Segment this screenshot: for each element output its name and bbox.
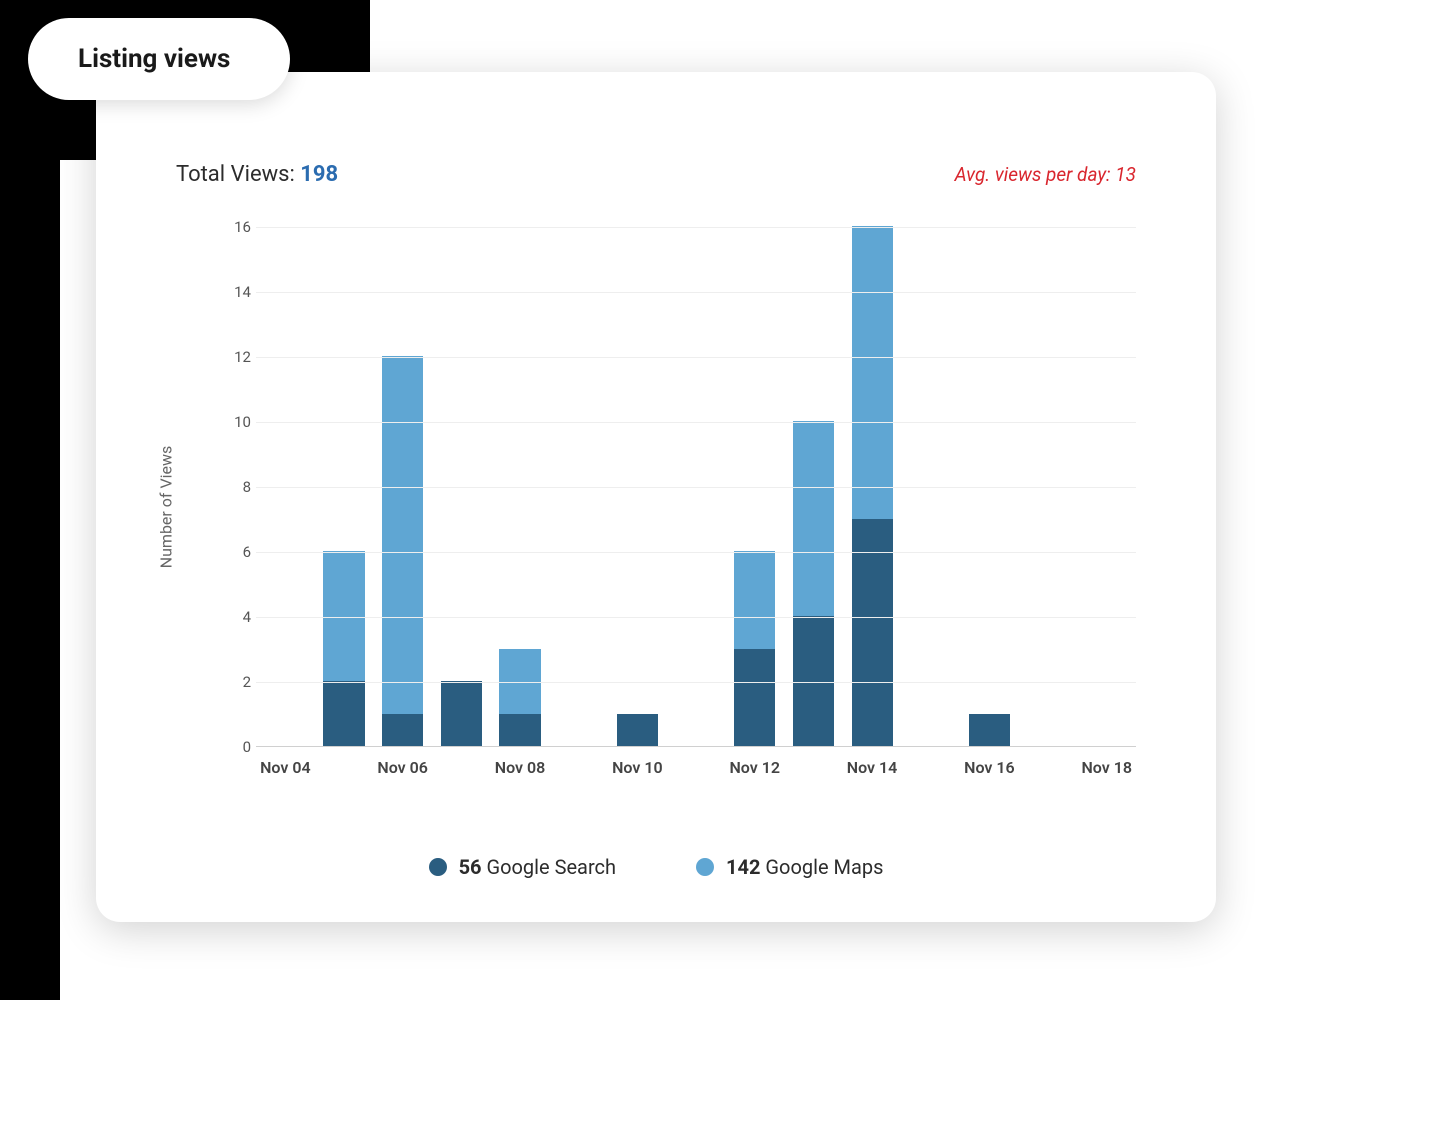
total-views-label: Total Views: [176,162,300,187]
bar-segment-maps [499,649,540,714]
y-tick-label: 8 [226,478,251,496]
y-tick-label: 0 [226,738,251,756]
bar-segment-search [793,616,834,746]
total-views: Total Views: 198 [176,162,338,187]
bar-stack [793,421,834,746]
side-backdrop [0,60,60,1000]
x-tick-label: Nov 16 [964,758,1015,777]
bar-segment-search [382,714,423,747]
y-tick-label: 4 [226,608,251,626]
bar-stack [382,356,423,746]
x-tick-label: Nov 18 [1081,758,1132,777]
legend-count-search: 56 [459,855,482,879]
y-axis-label: Number of Views [157,446,176,569]
gridline [256,422,1136,423]
gridline [256,487,1136,488]
x-tick-label: Nov 08 [495,758,546,777]
y-tick-label: 2 [226,673,251,691]
stats-header: Total Views: 198 Avg. views per day: 13 [176,162,1136,187]
bar-stack [734,551,775,746]
legend: 56 Google Search 142 Google Maps [176,855,1136,879]
chart-card: Total Views: 198 Avg. views per day: 13 … [96,72,1216,922]
legend-dot-maps [696,858,714,876]
bar-segment-search [617,714,658,747]
chart-wrapper: Number of Views 0246810121416 Nov 04Nov … [176,227,1136,787]
bar-stack [323,551,364,746]
bar-segment-search [734,649,775,747]
gridline [256,227,1136,228]
y-tick-label: 6 [226,543,251,561]
bar-segment-search [969,714,1010,747]
total-views-value: 198 [300,162,338,187]
gridline [256,617,1136,618]
gridline [256,682,1136,683]
bar-stack [441,681,482,746]
plot-area: Nov 04Nov 06Nov 08Nov 10Nov 12Nov 14Nov … [256,227,1136,747]
x-tick-label: Nov 04 [260,758,311,777]
x-tick-label: Nov 14 [847,758,898,777]
bar-segment-maps [323,551,364,681]
y-tick-label: 14 [226,283,251,301]
legend-label-search: Google Search [486,855,616,879]
y-tick-label: 12 [226,348,251,366]
gridline [256,552,1136,553]
avg-views-per-day: Avg. views per day: 13 [955,163,1136,186]
bar-stack [499,649,540,747]
y-tick-label: 16 [226,218,251,236]
bar-segment-maps [734,551,775,649]
gridline [256,357,1136,358]
bar-stack [969,714,1010,747]
bar-segment-search [441,681,482,746]
x-tick-label: Nov 06 [377,758,428,777]
legend-item-search: 56 Google Search [429,855,616,879]
gridline [256,292,1136,293]
y-tick-label: 10 [226,413,251,431]
x-tick-label: Nov 12 [729,758,780,777]
page-title: Listing views [78,44,230,74]
bar-segment-maps [852,226,893,519]
bar-stack [852,226,893,746]
bar-stack [617,714,658,747]
legend-item-maps: 142 Google Maps [696,855,883,879]
bar-segment-search [323,681,364,746]
legend-count-maps: 142 [726,855,760,879]
bar-segment-maps [382,356,423,714]
bar-segment-maps [793,421,834,616]
legend-dot-search [429,858,447,876]
x-tick-label: Nov 10 [612,758,663,777]
title-pill: Listing views [28,18,290,100]
bar-segment-search [499,714,540,747]
legend-label-maps: Google Maps [765,855,883,879]
